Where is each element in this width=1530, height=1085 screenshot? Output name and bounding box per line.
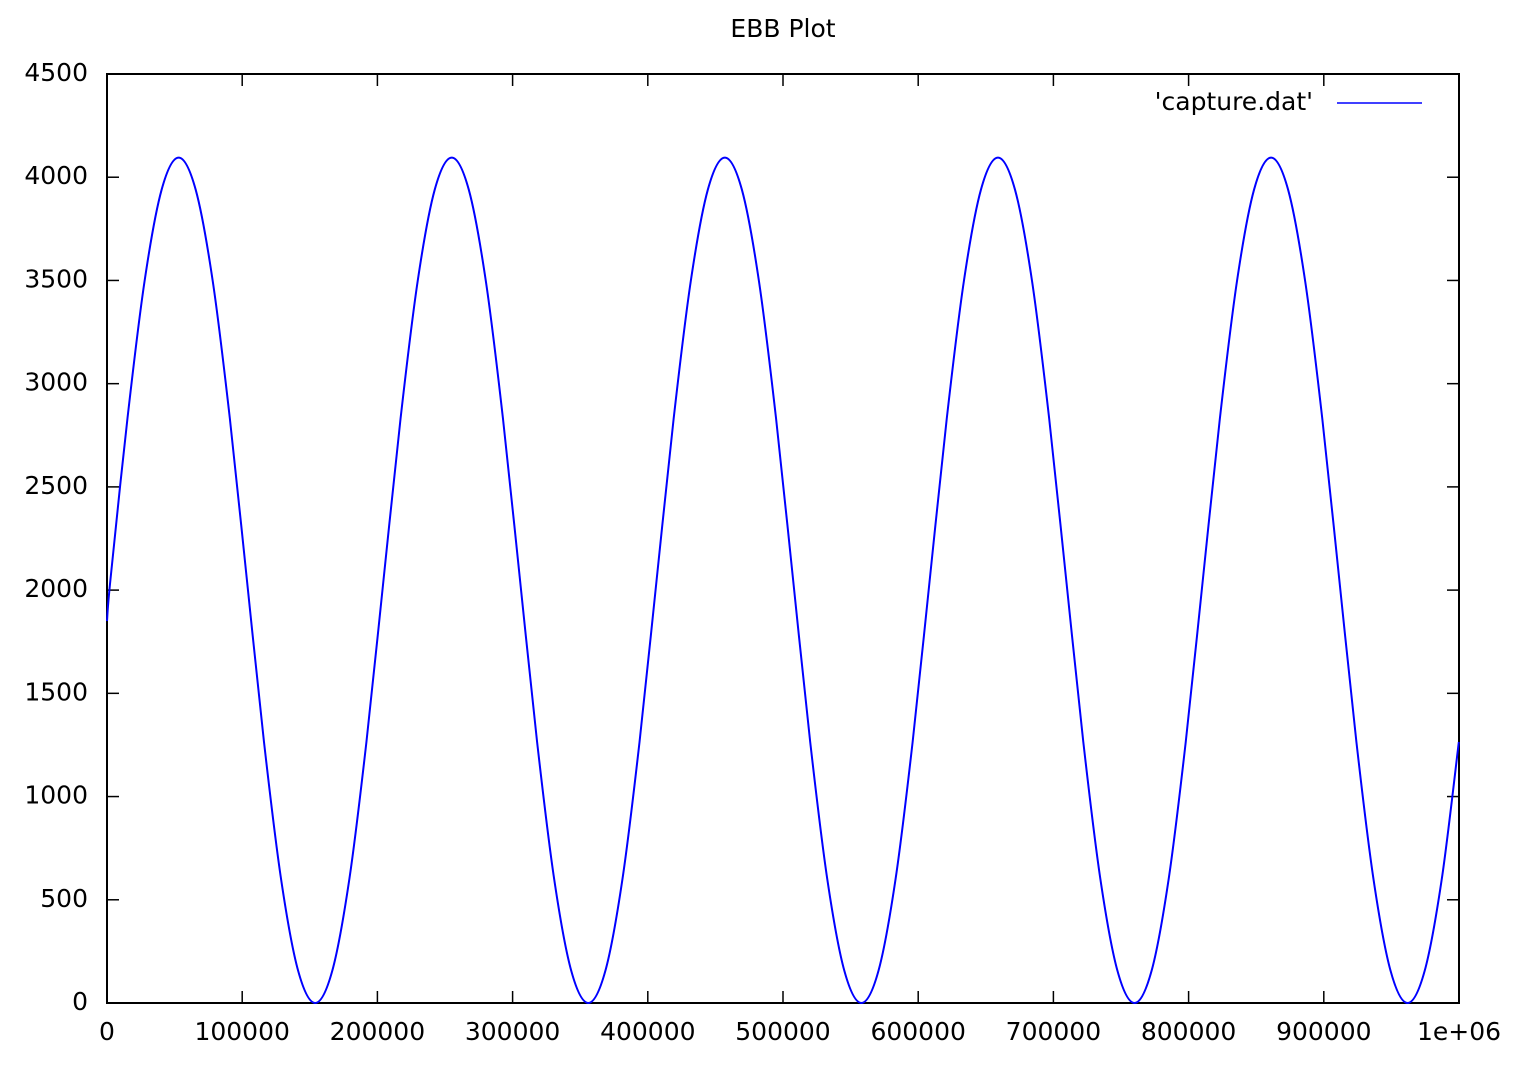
y-tick-label: 0 <box>72 987 88 1016</box>
legend-label: 'capture.dat' <box>1155 87 1313 116</box>
x-tick-label: 100000 <box>194 1017 289 1046</box>
x-tick-label: 900000 <box>1276 1017 1371 1046</box>
y-tick-label: 3000 <box>24 368 88 397</box>
x-tick-label: 200000 <box>330 1017 425 1046</box>
x-tick-label: 0 <box>99 1017 115 1046</box>
x-tick-label: 500000 <box>735 1017 830 1046</box>
y-tick-label: 2500 <box>24 471 88 500</box>
y-tick-label: 4000 <box>24 161 88 190</box>
x-tick-label: 700000 <box>1006 1017 1101 1046</box>
y-tick-label: 2000 <box>24 574 88 603</box>
data-line <box>106 156 1460 1005</box>
chart-title: EBB Plot <box>730 14 835 43</box>
y-tick-label: 3500 <box>24 264 88 293</box>
y-tick-label: 4500 <box>24 58 88 87</box>
x-tick-label: 600000 <box>870 1017 965 1046</box>
y-tick-label: 500 <box>40 884 88 913</box>
x-tick-label: 300000 <box>465 1017 560 1046</box>
x-tick-label: 400000 <box>600 1017 695 1046</box>
x-tick-label: 800000 <box>1141 1017 1236 1046</box>
y-tick-label: 1000 <box>24 781 88 810</box>
x-tick-label: 1e+06 <box>1417 1017 1501 1046</box>
y-tick-label: 1500 <box>24 677 88 706</box>
